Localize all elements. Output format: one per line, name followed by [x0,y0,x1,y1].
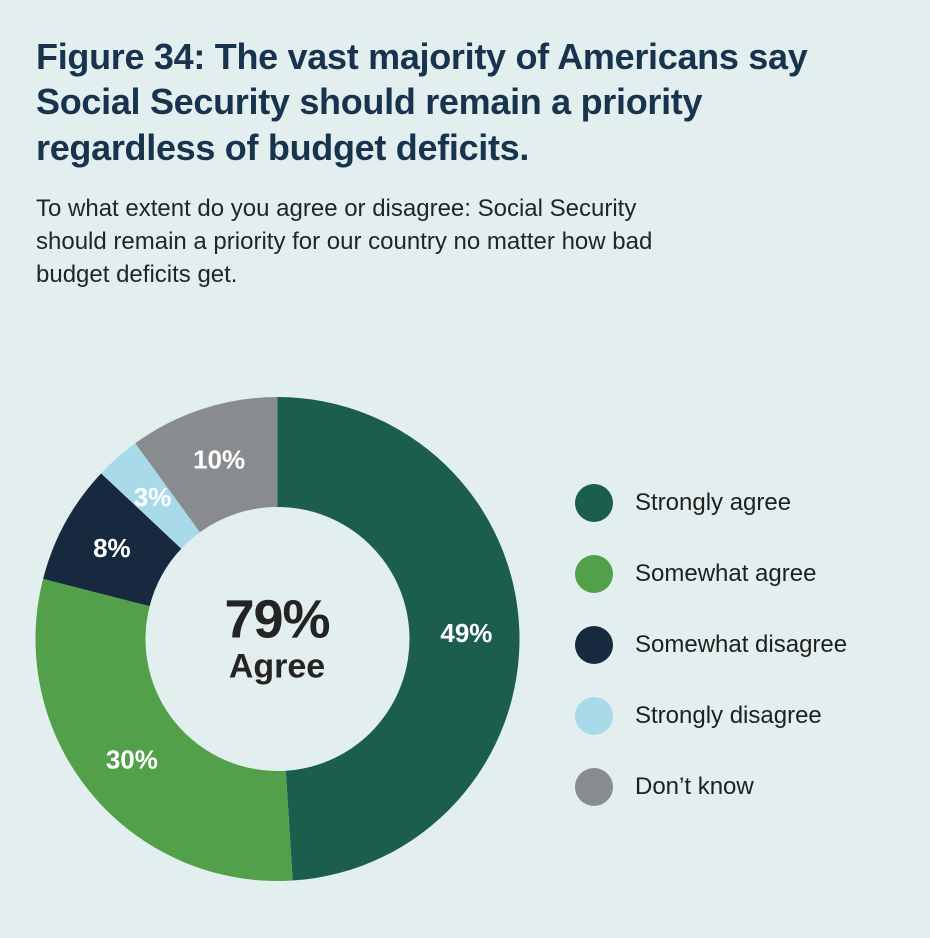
legend-swatch-icon [575,697,613,735]
center-value: 79% [224,589,330,650]
legend-item-3: Somewhat disagree [575,626,847,664]
legend-label: Don’t know [635,773,754,800]
slice-data-label-4: 3% [134,482,172,512]
donut-slice-1 [277,397,520,881]
slice-data-label-5: 10% [193,444,245,474]
slice-data-label-2: 30% [106,744,158,774]
legend-item-5: Don’t know [575,768,847,806]
legend-item-2: Somewhat agree [575,555,847,593]
figure-title-text: The vast majority of Americans say Socia… [36,36,808,168]
donut-svg: 49% 30% 8%3% 10% [35,397,520,881]
legend-label: Somewhat disagree [635,631,848,658]
slice-data-label-3: 8% [93,533,131,563]
center-caption: Agree [228,647,326,686]
legend-swatch-icon [575,555,613,593]
legend: Strongly agree Somewhat agree Somewhat dis… [575,484,847,806]
legend-label: Somewhat agree [635,560,817,587]
figure-subtitle: To what extent do you agree or disagree:… [36,195,653,289]
donut-slice-5 [135,397,278,533]
figure-header: Figure 34: The vast majority of American… [36,34,896,291]
legend-label: Strongly agree [635,489,792,516]
donut-slice-3 [43,473,182,607]
legend-label: Strongly disagree [635,702,822,729]
figure-number: Figure 34: [36,36,206,77]
slice-data-label-1: 49% [440,618,492,648]
legend-item-1: Strongly agree [575,484,847,522]
donut-slice-4 [101,443,200,549]
legend-swatch-icon [575,484,613,522]
legend-swatch-icon [575,626,613,664]
legend-swatch-icon [575,768,613,806]
figure-title: Figure 34: The vast majority of American… [36,34,886,170]
donut-slice-2 [35,578,293,881]
donut-chart: 49% 30% 8% 3% 10% 79% Agree [17,379,537,899]
donut-center-label: 79% Agree [224,589,330,686]
legend-item-4: Strongly disagree [575,697,847,735]
